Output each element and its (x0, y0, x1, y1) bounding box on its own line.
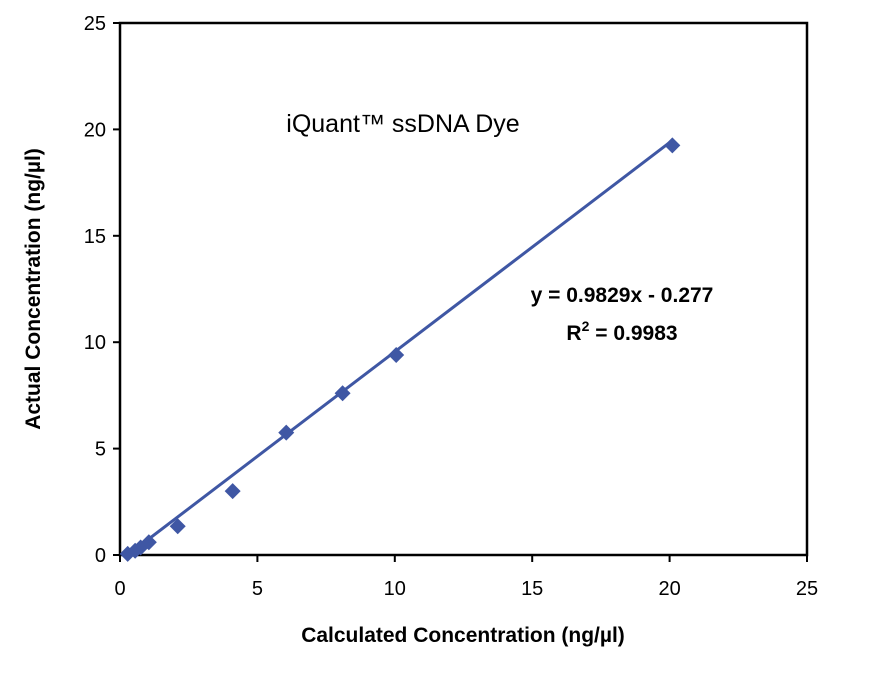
y-axis-ticks: 0 5 10 15 20 25 (84, 13, 120, 567)
data-point-diamond (664, 137, 681, 154)
x-tick-label: 5 (252, 578, 263, 600)
y-tick-label: 10 (84, 332, 106, 354)
r-squared-label: R2 = 0.9983 (566, 318, 677, 345)
data-point-diamond (278, 424, 295, 441)
data-points (119, 137, 681, 562)
x-tick-label: 10 (384, 578, 406, 600)
data-point-diamond (334, 385, 351, 402)
x-tick-label: 15 (521, 578, 543, 600)
y-tick-label: 20 (84, 119, 106, 141)
r-squared-prefix: R (566, 322, 581, 345)
data-point-diamond (224, 483, 241, 500)
y-tick-label: 15 (84, 226, 106, 248)
data-point-diamond (140, 534, 157, 551)
y-tick-label: 0 (95, 545, 106, 567)
x-tick-label: 0 (114, 578, 125, 600)
y-tick-label: 25 (84, 13, 106, 35)
r-squared-superscript: 2 (582, 318, 590, 334)
y-axis-title: Actual Concentration (ng/µl) (22, 148, 45, 430)
data-point-diamond (388, 346, 405, 363)
x-tick-label: 20 (658, 578, 680, 600)
chart-title: iQuant™ ssDNA Dye (286, 110, 519, 138)
r-squared-value: = 0.9983 (589, 322, 677, 345)
data-point-diamond (169, 518, 186, 535)
x-tick-label: 25 (796, 578, 818, 600)
y-tick-label: 5 (95, 439, 106, 461)
x-axis-ticks: 0 5 10 15 20 25 (114, 555, 818, 600)
x-axis-title: Calculated Concentration (ng/µl) (301, 624, 625, 647)
trendline (127, 139, 674, 556)
trendline-equation: y = 0.9829x - 0.277 (531, 284, 714, 307)
plot-area-border (118, 21, 809, 557)
